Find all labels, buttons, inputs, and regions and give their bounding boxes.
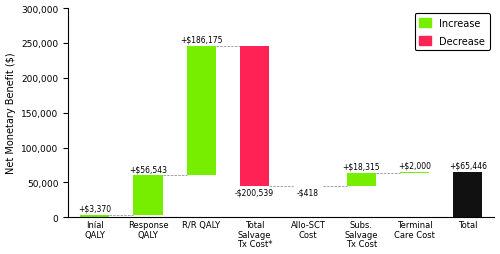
Bar [453, 172, 482, 217]
Text: +$56,543: +$56,543 [129, 165, 167, 174]
Y-axis label: Net Monetary Benefit ($): Net Monetary Benefit ($) [6, 53, 16, 174]
Text: +$65,446: +$65,446 [449, 161, 487, 170]
Bar [80, 215, 110, 217]
Bar [134, 176, 162, 215]
Text: +$186,175: +$186,175 [180, 35, 222, 44]
Bar [186, 46, 216, 176]
Bar [346, 173, 376, 186]
Bar [240, 46, 270, 186]
Text: -$418: -$418 [297, 188, 319, 197]
Text: +$18,315: +$18,315 [342, 162, 380, 171]
Text: +$2,000: +$2,000 [398, 161, 431, 170]
Legend: Increase, Decrease: Increase, Decrease [414, 14, 490, 51]
Bar [400, 172, 429, 173]
Text: +$3,370: +$3,370 [78, 204, 112, 213]
Text: -$200,539: -$200,539 [235, 188, 274, 197]
